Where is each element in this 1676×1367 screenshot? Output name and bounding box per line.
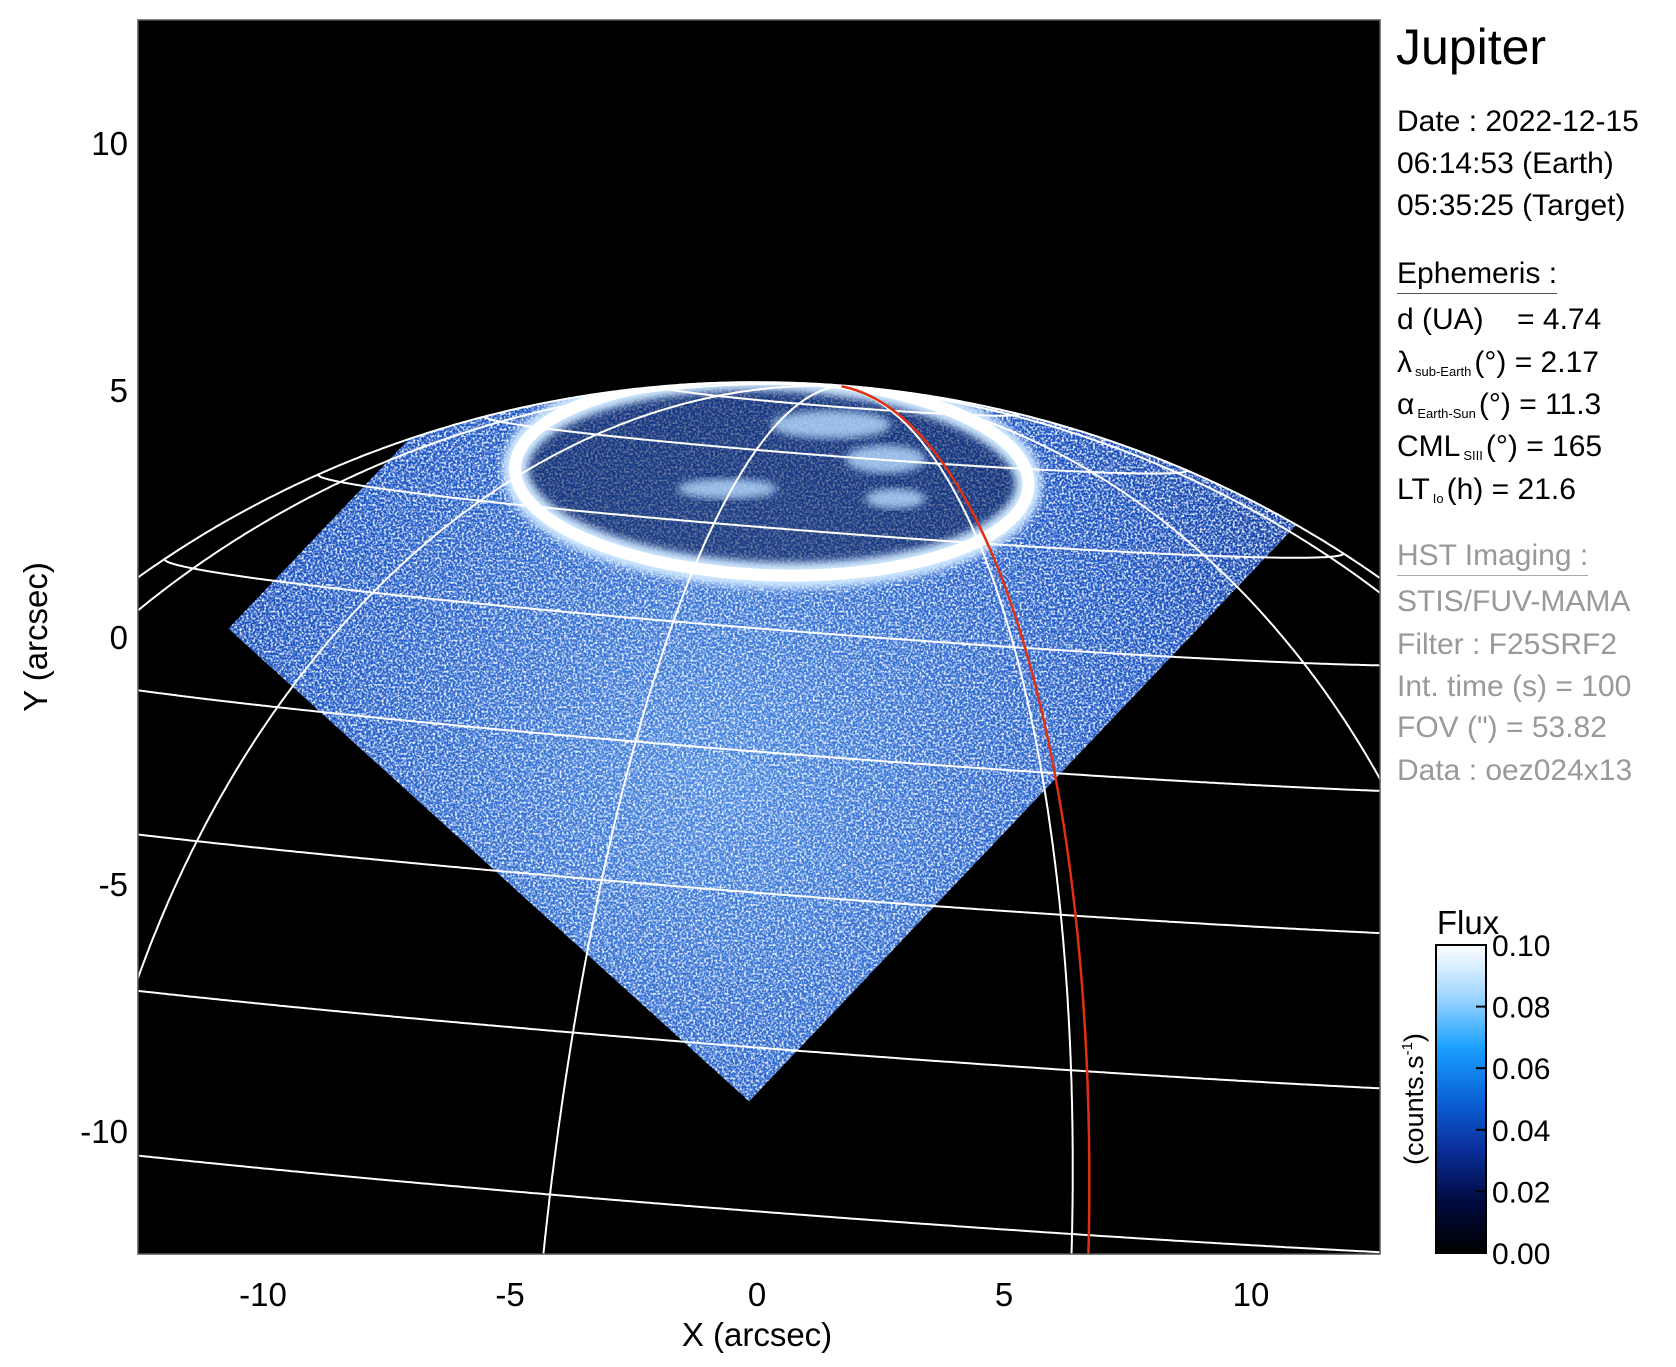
polar-emission [771,410,892,439]
imaging-header-text: HST Imaging : [1397,539,1589,576]
colorbar-tick-label: 0.00 [1492,1238,1550,1271]
y-tick-label: -10 [80,1113,128,1150]
label: d (UA) [1397,303,1484,336]
x-axis: -10 -5 0 5 10 [239,1276,1269,1313]
ephem-lambda: λ sub-Earth (°) = 2.17 [1397,346,1599,389]
value: = 11.3 [1519,388,1602,421]
subscript: Earth-Sun [1417,406,1476,421]
value: = 21.6 [1491,473,1576,506]
longitude-line [138,384,839,981]
symbol: λ [1397,346,1412,379]
longitude-line [843,385,1380,594]
symbol: α [1397,388,1415,421]
colorbar-gradient [1435,944,1487,1254]
y-tick-label: 5 [110,372,128,409]
longitude-line [542,385,840,1254]
ephem-lt: LT Io (h) = 21.6 [1397,473,1576,516]
target-name: Jupiter [1396,19,1547,75]
colorbar-tick-label: 0.10 [1492,930,1550,963]
latitude-line [163,557,1380,667]
auroral-oval [502,382,1042,589]
longitude-line [842,385,1380,781]
date: Date : 2022-12-15 [1397,105,1639,138]
earth-time: 06:14:53 (Earth) [1397,147,1614,180]
colorbar-tick-label: 0.08 [1492,992,1550,1025]
x-tick-label: -5 [495,1276,524,1313]
latitude-line [138,689,1380,792]
ephemeris-header-text: Ephemeris : [1397,257,1558,294]
ephem-alpha: α Earth-Sun (°) = 11.3 [1397,388,1601,431]
planet-limb [138,381,1380,579]
ephem-cml: CML SIII (°) = 165 [1397,430,1602,473]
latitude-line [138,989,1380,1090]
colorbar-tick-label: 0.04 [1492,1115,1550,1148]
colorbar-tick-label: 0.06 [1492,1053,1550,1086]
colorbar-label: (counts.s-1) [1399,1033,1429,1165]
x-tick-label: 5 [995,1276,1013,1313]
highlight-meridian [841,385,1091,1254]
data-id: Data : oez024x13 [1397,754,1633,787]
latitude-line [138,833,1380,935]
longitude-line [138,382,838,612]
unit: (°) [1474,346,1507,379]
imaging-header: HST Imaging : [1397,539,1589,576]
subscript: Io [1432,491,1444,506]
unit: (°) [1478,388,1511,421]
colorbar-title: Flux [1437,904,1500,941]
subscript: sub-Earth [1415,364,1472,379]
unit: (h) [1446,473,1484,506]
instrument: STIS/FUV-MAMA [1397,585,1631,618]
latitude-line [484,414,1188,475]
x-tick-label: 0 [748,1276,766,1313]
x-tick-label: -10 [239,1276,287,1313]
latitude-line [317,473,1344,559]
y-axis-label: Y (arcsec) [17,562,54,712]
subscript: SIII [1463,448,1483,463]
colorbar: Flux 0.10 0.08 0.06 0.04 0.02 0.00 (counts.s-… [1399,904,1550,1271]
y-tick-label: 10 [91,125,128,162]
ephemeris-header: Ephemeris : [1397,257,1558,294]
target-time: 05:35:25 (Target) [1397,189,1626,222]
value: = 165 [1526,430,1603,463]
longitude-line [841,385,1074,1254]
fov-image [228,382,1316,1102]
value: = 4.74 [1517,303,1602,336]
colorbar-tick-label: 0.02 [1492,1176,1550,1209]
plot-frame [137,19,1381,1255]
ephem-distance: d (UA) = 4.74 [1397,303,1601,337]
field-of-view: FOV (") = 53.82 [1397,711,1607,744]
unit: (°) [1485,430,1518,463]
symbol: CML [1397,430,1461,463]
x-tick-label: 10 [1233,1276,1270,1313]
latitude-line [139,1154,1380,1254]
symbol: LT [1397,473,1430,506]
y-tick-label: -5 [99,866,128,903]
polar-cap [515,382,1029,576]
polar-emission [865,488,926,509]
latitude-line [660,385,1019,417]
integration-time: Int. time (s) = 100 [1397,670,1632,703]
x-axis-label: X (arcsec) [682,1316,832,1353]
value: = 2.17 [1514,346,1599,379]
plot-area [138,20,1380,1254]
filter: Filter : F25SRF2 [1397,628,1618,661]
y-axis: -10 -5 0 5 10 [80,125,128,1150]
lat-lon-grid [138,381,1380,1254]
polar-emission [677,478,778,499]
main-oval [509,382,1035,582]
y-tick-label: 0 [110,619,128,656]
